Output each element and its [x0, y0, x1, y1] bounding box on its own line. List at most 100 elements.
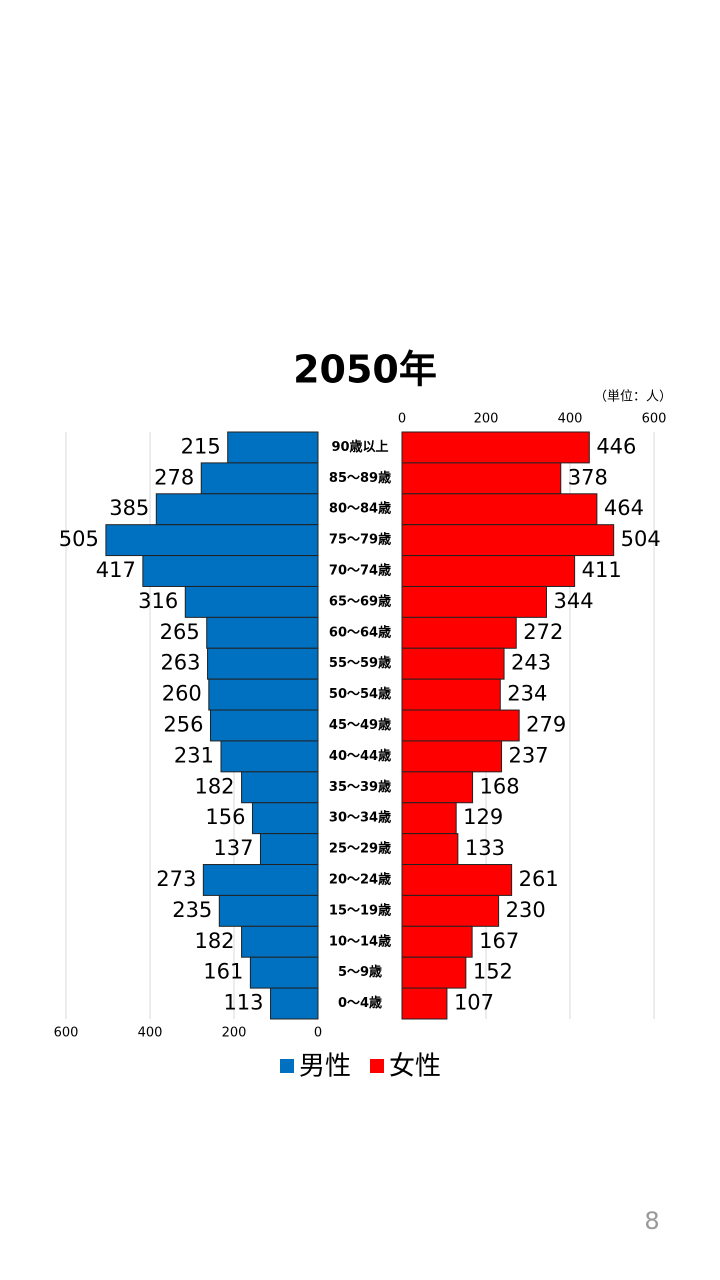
category-label: 40～44歳: [329, 748, 391, 764]
unit-label: （単位：人）: [594, 389, 672, 405]
bar: [401, 647, 505, 680]
category-label: 65～69歳: [329, 593, 391, 609]
value-label: 316: [138, 589, 178, 613]
category-label: 35～39歳: [329, 779, 391, 795]
bar: [401, 555, 576, 587]
value-label: 156: [205, 805, 245, 829]
value-label: 161: [203, 960, 243, 984]
bar: [401, 585, 547, 618]
category-label: 30～34歳: [329, 810, 391, 826]
x-tick-label: 600: [642, 412, 667, 427]
value-label: 243: [511, 651, 551, 675]
value-label: 107: [454, 991, 494, 1015]
category-label: 5～9歳: [338, 964, 382, 980]
category-label: 75～79歳: [329, 532, 391, 548]
bar: [202, 864, 319, 896]
bar: [227, 431, 319, 464]
value-label: 265: [160, 620, 200, 644]
value-label: 279: [526, 713, 566, 737]
value-label: 272: [523, 620, 563, 644]
bar: [142, 555, 319, 587]
category-label: 60～64歳: [329, 624, 391, 640]
value-label: 129: [463, 805, 503, 829]
legend-label: 女性: [389, 1052, 441, 1082]
bar: [401, 431, 590, 464]
bar: [209, 709, 319, 742]
bar: [401, 709, 520, 742]
value-label: 504: [621, 527, 661, 551]
bar: [401, 740, 503, 773]
value-label: 385: [109, 496, 149, 520]
bar: [270, 987, 319, 1020]
bar: [401, 987, 448, 1020]
value-label: 234: [507, 682, 547, 706]
category-label: 85～89歳: [329, 470, 391, 486]
value-label: 256: [163, 713, 203, 737]
value-label: 464: [604, 496, 644, 520]
value-label: 237: [509, 743, 549, 767]
category-label: 80～84歳: [329, 501, 391, 517]
category-label: 25～29歳: [329, 841, 391, 857]
bar: [251, 802, 319, 835]
value-label: 411: [582, 558, 622, 582]
bar: [401, 678, 501, 711]
x-tick-label: 200: [474, 412, 499, 427]
bar: [401, 493, 598, 526]
bar: [401, 894, 500, 927]
value-label: 168: [480, 774, 520, 798]
bar: [401, 956, 467, 989]
category-label: 10～14歳: [329, 933, 391, 949]
category-label: 55～59歳: [329, 655, 391, 671]
value-label: 231: [174, 743, 214, 767]
x-tick-label: 400: [558, 412, 583, 427]
bar: [401, 925, 473, 958]
value-label: 133: [465, 836, 505, 860]
value-label: 378: [568, 465, 608, 489]
legend-swatch: [280, 1059, 294, 1073]
value-label: 137: [213, 836, 253, 860]
value-label: 417: [96, 558, 136, 582]
category-label: 15～19歳: [329, 902, 391, 918]
bar: [208, 678, 319, 711]
value-label: 261: [519, 867, 559, 891]
category-label: 70～74歳: [329, 563, 391, 579]
chart-title: 2050年: [293, 348, 437, 392]
x-tick-label: 0: [314, 1026, 322, 1041]
bar: [184, 585, 319, 618]
bar: [206, 616, 319, 649]
bar: [259, 833, 319, 866]
x-tick-label: 600: [54, 1026, 79, 1041]
bar: [207, 647, 319, 680]
value-label: 260: [162, 682, 202, 706]
legend-swatch: [370, 1059, 384, 1073]
category-label: 20～24歳: [329, 871, 391, 887]
bar: [401, 802, 457, 835]
bar: [401, 616, 517, 649]
bar: [401, 462, 562, 495]
value-label: 273: [156, 867, 196, 891]
x-tick-label: 200: [222, 1026, 247, 1041]
value-label: 215: [181, 434, 221, 458]
category-label: 0～4歳: [338, 995, 382, 1011]
value-label: 167: [479, 929, 519, 953]
value-label: 263: [160, 651, 200, 675]
page-number: 8: [644, 1207, 659, 1235]
x-tick-label: 0: [398, 412, 406, 427]
category-label: 45～49歳: [329, 717, 391, 733]
bar: [401, 771, 474, 804]
bar: [200, 462, 319, 495]
category-label: 90歳以上: [331, 439, 388, 455]
value-label: 235: [172, 898, 212, 922]
bar: [218, 894, 319, 927]
value-label: 278: [154, 465, 194, 489]
value-label: 344: [553, 589, 593, 613]
bar: [241, 771, 319, 804]
value-label: 505: [59, 527, 99, 551]
bar: [220, 740, 319, 773]
category-label: 50～54歳: [329, 686, 391, 702]
bar: [249, 956, 319, 989]
bar: [401, 833, 459, 866]
value-label: 182: [194, 774, 234, 798]
value-label: 182: [194, 929, 234, 953]
